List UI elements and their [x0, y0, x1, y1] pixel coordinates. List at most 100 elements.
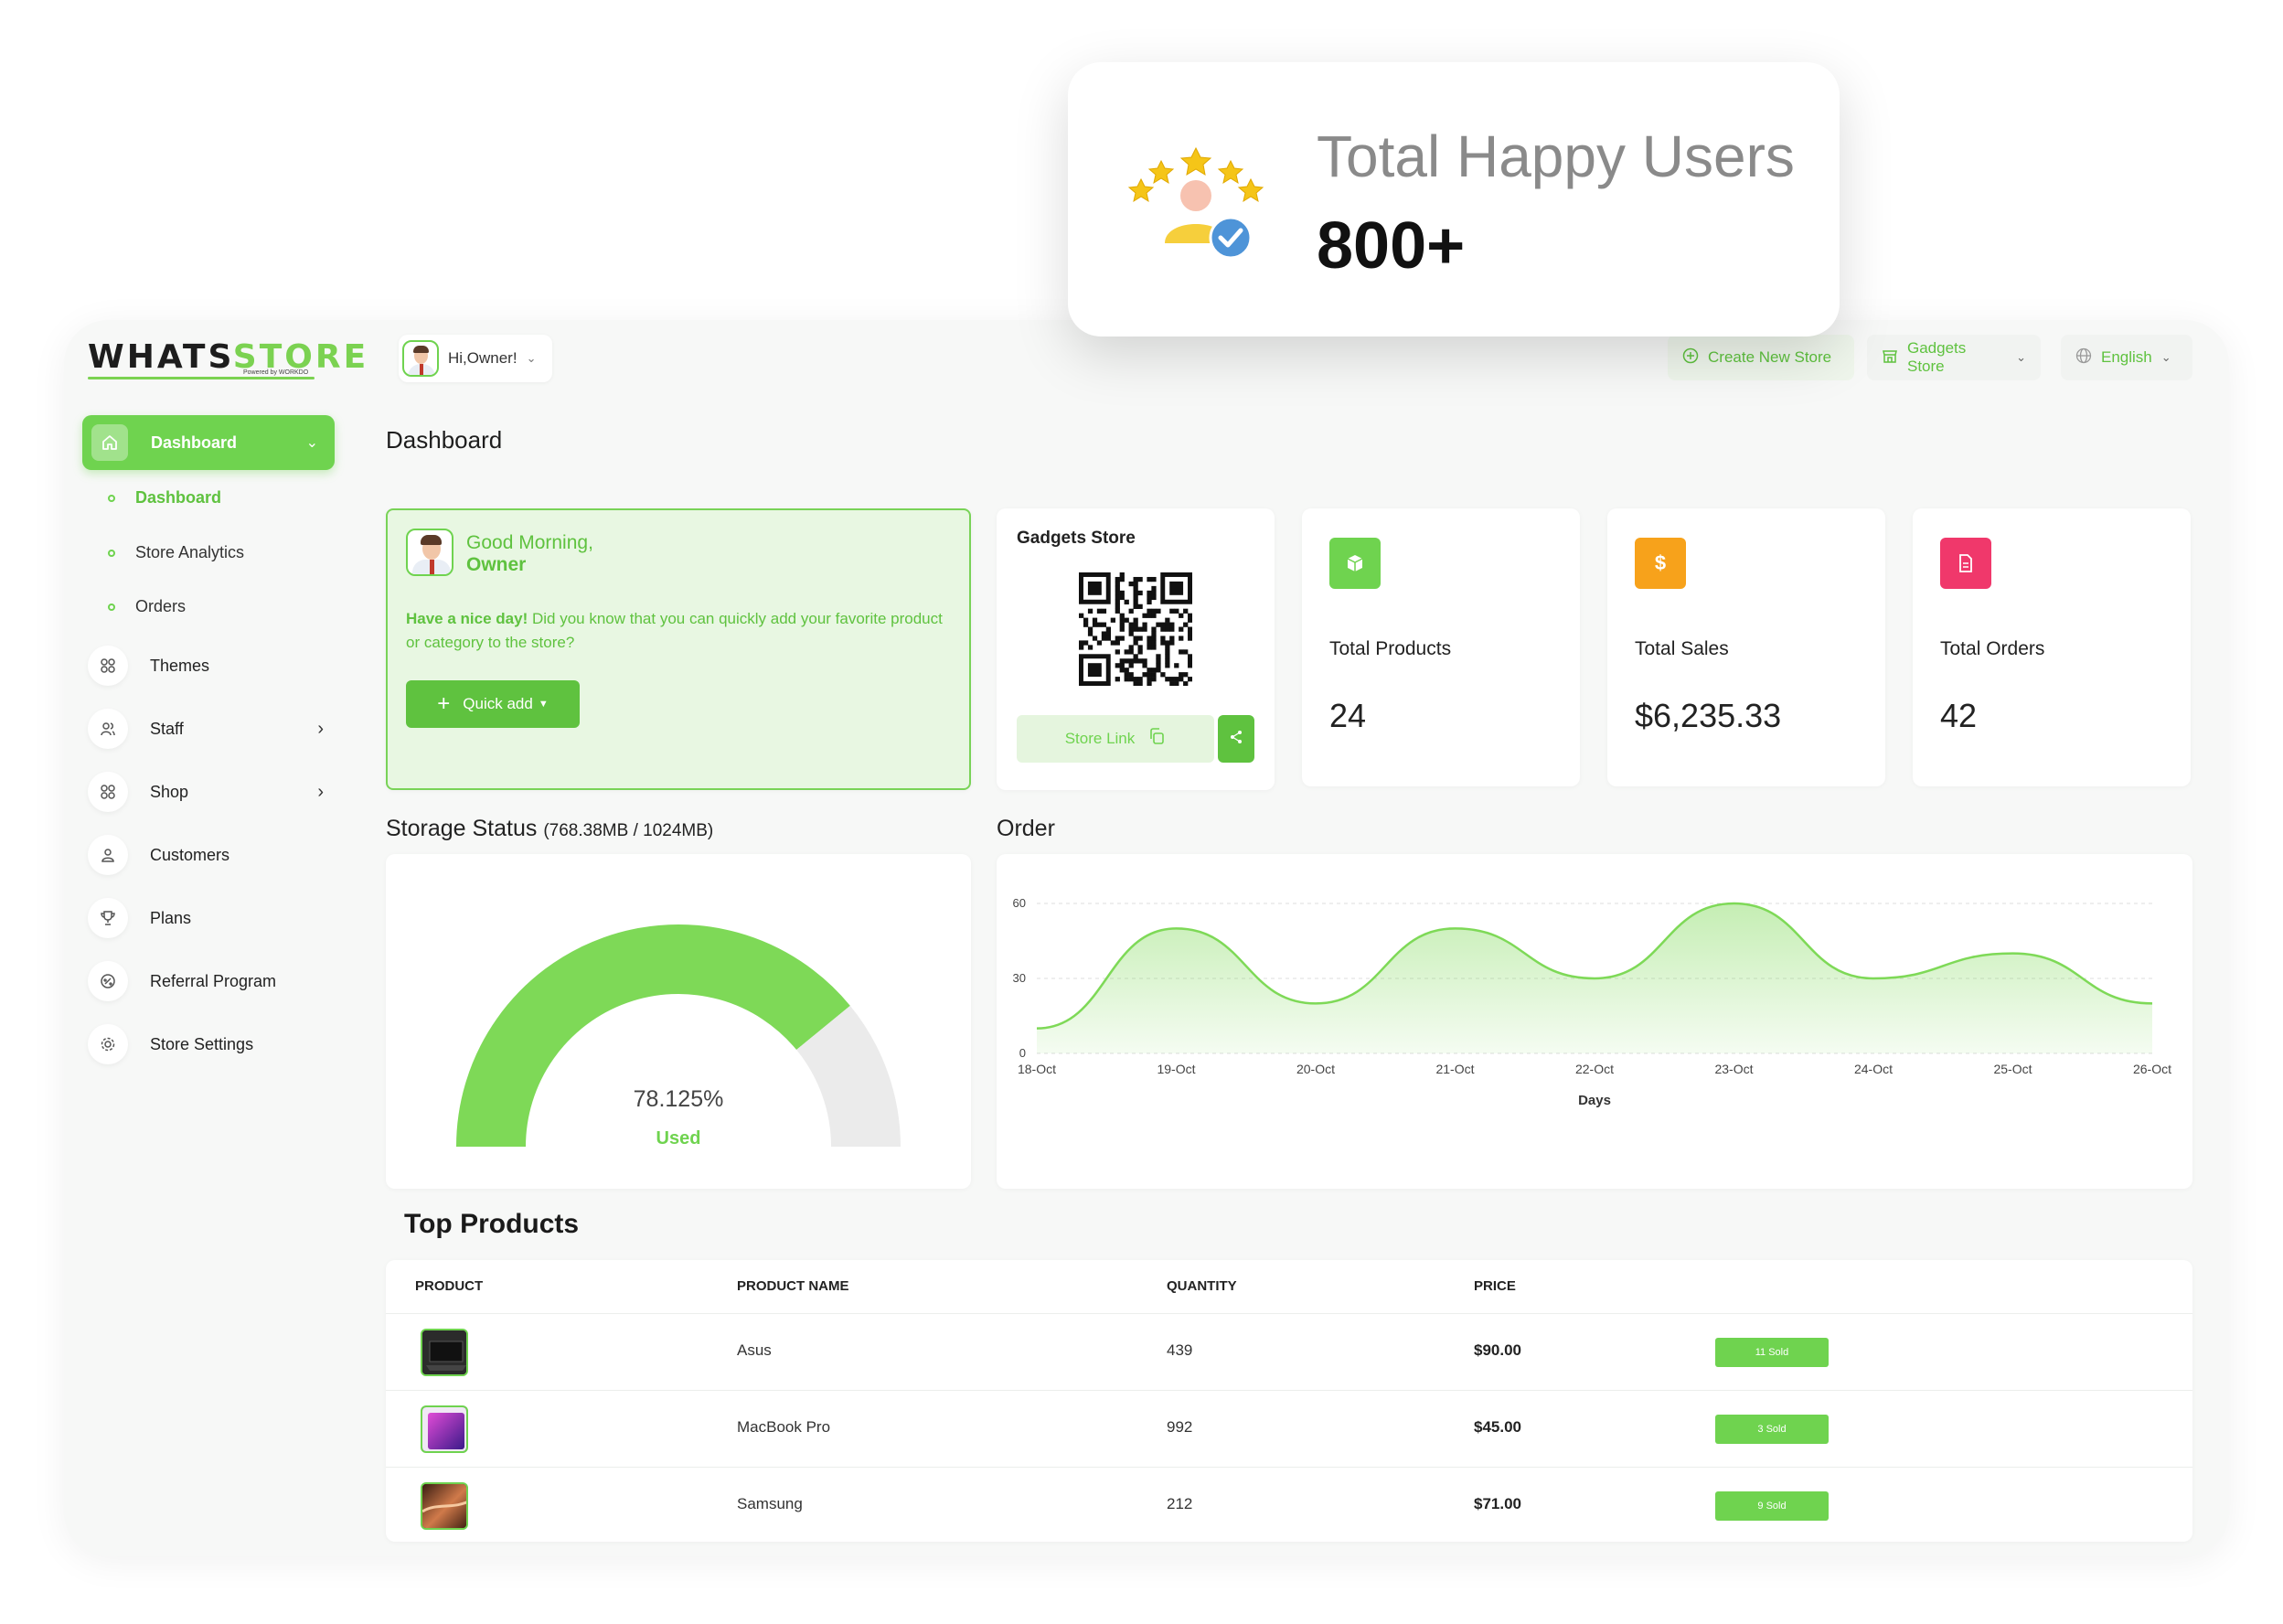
macbook-thumbnail [421, 1405, 468, 1453]
x-tick-label: 23-Oct [1714, 1062, 1753, 1076]
subnav-dashboard[interactable]: Dashboard [108, 488, 221, 508]
stat-card-total-orders: Total Orders 42 [1913, 508, 2191, 786]
chevron-down-icon: ⌄ [2160, 350, 2171, 364]
plus-circle-icon [1682, 347, 1699, 369]
storage-gauge [456, 924, 901, 1148]
product-price: $90.00 [1474, 1341, 1521, 1359]
sold-badge: 11 Sold [1715, 1338, 1829, 1367]
logo-subtitle: Powered by WORKDO [243, 369, 309, 376]
order-line [1036, 902, 2153, 1030]
gear-icon [88, 1024, 128, 1064]
sidebar-item-themes[interactable]: Themes [88, 646, 335, 686]
sidebar-item-label: Dashboard [151, 433, 238, 452]
subnav-store-analytics[interactable]: Store Analytics [108, 543, 244, 562]
sold-badge: 9 Sold [1715, 1491, 1829, 1521]
order-title: Order [997, 816, 1055, 841]
subnav-label: Store Analytics [135, 543, 245, 561]
table-row[interactable]: Asus 439 $90.00 11 Sold [386, 1313, 2192, 1390]
home-icon [91, 424, 128, 461]
shop-icon [88, 772, 128, 812]
sidebar-item-dashboard[interactable]: Dashboard ⌄ [82, 415, 335, 470]
table-row[interactable]: Samsung 212 $71.00 9 Sold [386, 1467, 2192, 1544]
bullet-icon [108, 549, 115, 557]
sidebar-item-referral-program[interactable]: Referral Program [88, 961, 335, 1001]
product-quantity: 992 [1167, 1418, 1193, 1436]
store-link-label: Store Link [1064, 730, 1136, 747]
sidebar-item-plans[interactable]: Plans [88, 898, 335, 938]
logo-underline [88, 377, 315, 379]
whatsstore-logo[interactable]: WHATSSTORE Powered by WORKDO [88, 338, 366, 384]
themes-icon [88, 646, 128, 686]
user-menu[interactable]: Hi,Owner! ⌄ [399, 335, 552, 382]
subnav-orders[interactable]: Orders [108, 597, 186, 616]
happy-users-popup: Total Happy Users 800+ [1068, 62, 1840, 337]
subnav-label: Orders [135, 597, 187, 615]
storage-title-text: Storage Status [386, 816, 538, 841]
x-tick-label: 19-Oct [1157, 1062, 1195, 1076]
y-tick-label: 30 [1013, 971, 1026, 985]
sidebar-item-label: Shop [150, 782, 189, 801]
product-price: $71.00 [1474, 1495, 1521, 1512]
greeting-line1: Good Morning, [466, 532, 593, 553]
sidebar-item-label: Themes [150, 656, 210, 675]
welcome-card: Good Morning, Owner Have a nice day! Did… [386, 508, 971, 790]
table-row[interactable]: MacBook Pro 992 $45.00 3 Sold [386, 1390, 2192, 1467]
sidebar-item-staff[interactable]: Staff › [88, 709, 335, 749]
happy-user-stars-icon [1127, 146, 1264, 260]
top-products-table: PRODUCT PRODUCT NAME QUANTITY PRICE Asus… [386, 1260, 2192, 1542]
quick-add-button[interactable]: + Quick add ▼ [406, 680, 580, 728]
storage-percent: 78.125% [633, 1086, 724, 1112]
sidebar-item-label: Store Settings [150, 1034, 254, 1053]
y-tick-label: 60 [1013, 896, 1026, 910]
sidebar-item-shop[interactable]: Shop › [88, 772, 335, 812]
avatar [402, 340, 439, 377]
x-tick-label: 25-Oct [1993, 1062, 2032, 1076]
storage-status-title: Storage Status (768.38MB / 1024MB) [386, 816, 713, 842]
store-qr-card: Gadgets Store Store Link [997, 508, 1275, 790]
greeting-line2: Owner [466, 554, 527, 575]
page-title: Dashboard [386, 426, 503, 454]
logo-text: WHATSSTORE [88, 338, 366, 376]
x-axis-label: Days [1578, 1093, 1611, 1108]
stat-value: 24 [1329, 697, 1367, 734]
logo-text-a: WHATS [88, 338, 233, 376]
store-select[interactable]: Gadgets Store ⌄ [1867, 335, 2041, 380]
stat-label: Total Products [1329, 638, 1452, 659]
product-name: Samsung [737, 1495, 803, 1512]
avatar [406, 529, 453, 576]
popup-value: 800+ [1317, 209, 1466, 283]
stat-label: Total Orders [1940, 638, 2045, 659]
document-icon [1940, 538, 1991, 589]
globe-icon [2075, 347, 2092, 369]
storage-detail: (768.38MB / 1024MB) [543, 821, 714, 840]
share-button[interactable] [1218, 715, 1254, 763]
plus-icon: + [437, 691, 451, 716]
store-link-button[interactable]: Store Link [1017, 715, 1214, 763]
sidebar-item-label: Referral Program [150, 971, 277, 990]
col-header-product: PRODUCT [415, 1278, 484, 1294]
x-tick-label: 20-Oct [1296, 1062, 1335, 1076]
customers-icon [88, 835, 128, 875]
storage-card: 78.125% Used [386, 854, 971, 1189]
store-select-label: Gadgets Store [1907, 339, 1967, 375]
top-products-title: Top Products [404, 1209, 580, 1239]
caret-down-icon: ▼ [538, 699, 549, 710]
qr-code-icon[interactable] [1079, 572, 1192, 686]
stat-label: Total Sales [1635, 638, 1729, 659]
order-chart-card: 0 30 60 18-Oct 19-Oct 20-Oct 21-Oct 22-Oct 23-Oc… [997, 854, 2192, 1189]
sidebar-item-label: Plans [150, 908, 192, 927]
col-header-product-name: PRODUCT NAME [737, 1278, 849, 1294]
sidebar-item-store-settings[interactable]: Store Settings [88, 1024, 335, 1064]
laptop-thumbnail [421, 1329, 468, 1376]
logo-text-b: STORE [232, 338, 369, 376]
language-select[interactable]: English ⌄ [2061, 335, 2192, 380]
create-new-store-button[interactable]: Create New Store [1668, 335, 1854, 380]
dollar-icon: $ [1635, 538, 1686, 589]
product-quantity: 439 [1167, 1341, 1193, 1359]
stat-value: $6,235.33 [1635, 697, 1782, 734]
storage-used-label: Used [656, 1128, 701, 1149]
chevron-down-icon: ⌄ [305, 435, 318, 451]
gauge-free-arc [795, 1005, 901, 1148]
sidebar-item-customers[interactable]: Customers [88, 835, 335, 875]
